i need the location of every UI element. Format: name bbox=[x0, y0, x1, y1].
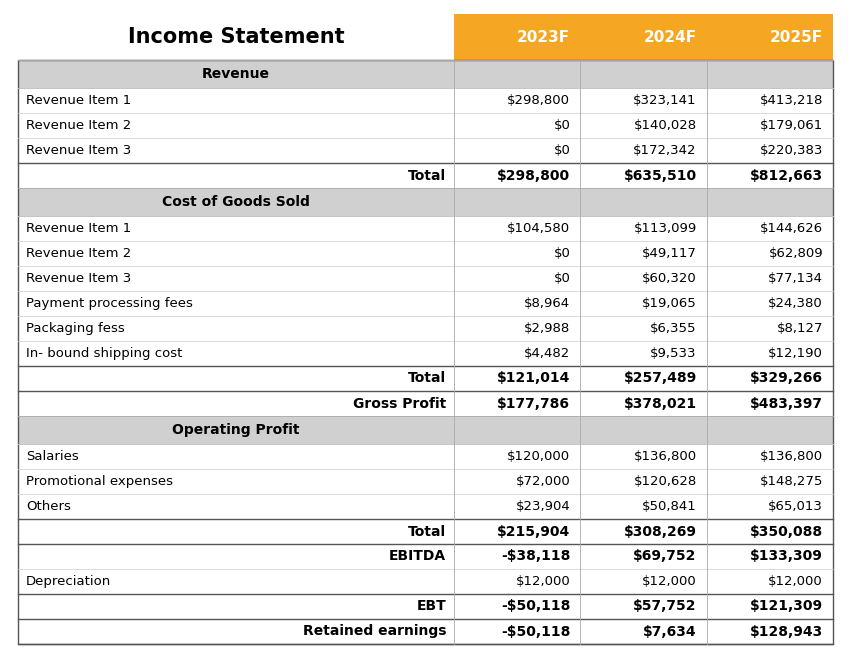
Text: Revenue: Revenue bbox=[202, 67, 270, 81]
Text: $635,510: $635,510 bbox=[624, 169, 697, 183]
Text: Others: Others bbox=[26, 500, 71, 513]
Text: -$38,118: -$38,118 bbox=[501, 550, 570, 564]
Text: $215,904: $215,904 bbox=[497, 525, 570, 539]
Text: $8,964: $8,964 bbox=[524, 297, 570, 310]
Text: $121,014: $121,014 bbox=[497, 371, 570, 386]
Text: Revenue Item 1: Revenue Item 1 bbox=[26, 94, 131, 107]
Bar bbox=[18, 60, 833, 644]
Text: $4,482: $4,482 bbox=[524, 347, 570, 360]
Text: $812,663: $812,663 bbox=[750, 169, 823, 183]
Text: $49,117: $49,117 bbox=[642, 247, 697, 260]
Text: Total: Total bbox=[408, 169, 446, 183]
Text: $50,841: $50,841 bbox=[642, 500, 697, 513]
Text: $2,988: $2,988 bbox=[524, 322, 570, 335]
Text: $257,489: $257,489 bbox=[624, 371, 697, 386]
Text: $0: $0 bbox=[553, 144, 570, 157]
Text: In- bound shipping cost: In- bound shipping cost bbox=[26, 347, 182, 360]
Text: $19,065: $19,065 bbox=[642, 297, 697, 310]
Text: $179,061: $179,061 bbox=[760, 119, 823, 132]
Text: Gross Profit: Gross Profit bbox=[353, 396, 446, 410]
Text: $8,127: $8,127 bbox=[776, 322, 823, 335]
Text: $113,099: $113,099 bbox=[633, 222, 697, 235]
Text: $7,634: $7,634 bbox=[643, 625, 697, 639]
Text: -$50,118: -$50,118 bbox=[501, 625, 570, 639]
Text: $323,141: $323,141 bbox=[633, 94, 697, 107]
Text: $136,800: $136,800 bbox=[633, 450, 697, 463]
Text: $104,580: $104,580 bbox=[507, 222, 570, 235]
Text: Revenue Item 3: Revenue Item 3 bbox=[26, 272, 131, 285]
Text: $350,088: $350,088 bbox=[750, 525, 823, 539]
Text: Revenue Item 1: Revenue Item 1 bbox=[26, 222, 131, 235]
Text: $120,628: $120,628 bbox=[633, 475, 697, 488]
Text: $133,309: $133,309 bbox=[750, 550, 823, 564]
Text: $12,000: $12,000 bbox=[642, 575, 697, 588]
Text: $121,309: $121,309 bbox=[750, 600, 823, 614]
Text: $9,533: $9,533 bbox=[650, 347, 697, 360]
Text: $65,013: $65,013 bbox=[768, 500, 823, 513]
Text: $77,134: $77,134 bbox=[768, 272, 823, 285]
Text: Payment processing fees: Payment processing fees bbox=[26, 297, 193, 310]
Text: $12,190: $12,190 bbox=[768, 347, 823, 360]
Text: $57,752: $57,752 bbox=[633, 600, 697, 614]
Text: Income Statement: Income Statement bbox=[128, 27, 345, 47]
Text: $6,355: $6,355 bbox=[650, 322, 697, 335]
Text: Packaging fess: Packaging fess bbox=[26, 322, 125, 335]
Text: Total: Total bbox=[408, 525, 446, 539]
Bar bbox=[18, 416, 833, 444]
Text: $483,397: $483,397 bbox=[750, 396, 823, 410]
Text: $62,809: $62,809 bbox=[768, 247, 823, 260]
Text: $148,275: $148,275 bbox=[760, 475, 823, 488]
Text: $24,380: $24,380 bbox=[768, 297, 823, 310]
Text: $0: $0 bbox=[553, 247, 570, 260]
Text: Cost of Goods Sold: Cost of Goods Sold bbox=[162, 195, 310, 209]
Text: Revenue Item 2: Revenue Item 2 bbox=[26, 119, 131, 132]
Text: $12,000: $12,000 bbox=[768, 575, 823, 588]
Text: Retained earnings: Retained earnings bbox=[302, 625, 446, 639]
Bar bbox=[18, 60, 833, 88]
Text: $0: $0 bbox=[553, 119, 570, 132]
Text: Depreciation: Depreciation bbox=[26, 575, 111, 588]
Text: $140,028: $140,028 bbox=[633, 119, 697, 132]
Text: $144,626: $144,626 bbox=[760, 222, 823, 235]
Text: -$50,118: -$50,118 bbox=[501, 600, 570, 614]
Bar bbox=[454, 14, 833, 60]
Text: $308,269: $308,269 bbox=[624, 525, 697, 539]
Text: $172,342: $172,342 bbox=[633, 144, 697, 157]
Text: $329,266: $329,266 bbox=[750, 371, 823, 386]
Bar bbox=[18, 188, 833, 216]
Text: EBITDA: EBITDA bbox=[389, 550, 446, 564]
Text: Salaries: Salaries bbox=[26, 450, 79, 463]
Text: $23,904: $23,904 bbox=[516, 500, 570, 513]
Text: $12,000: $12,000 bbox=[516, 575, 570, 588]
Text: $220,383: $220,383 bbox=[760, 144, 823, 157]
Text: Promotional expenses: Promotional expenses bbox=[26, 475, 173, 488]
Text: $69,752: $69,752 bbox=[633, 550, 697, 564]
Text: $136,800: $136,800 bbox=[760, 450, 823, 463]
Text: Total: Total bbox=[408, 371, 446, 386]
Text: $128,943: $128,943 bbox=[750, 625, 823, 639]
Text: 2024F: 2024F bbox=[643, 29, 697, 44]
Text: $120,000: $120,000 bbox=[507, 450, 570, 463]
Text: $60,320: $60,320 bbox=[642, 272, 697, 285]
Text: $298,800: $298,800 bbox=[507, 94, 570, 107]
Text: $378,021: $378,021 bbox=[624, 396, 697, 410]
Text: Operating Profit: Operating Profit bbox=[172, 423, 300, 437]
Text: Revenue Item 2: Revenue Item 2 bbox=[26, 247, 131, 260]
Text: 2023F: 2023F bbox=[517, 29, 570, 44]
Text: $413,218: $413,218 bbox=[760, 94, 823, 107]
Text: $177,786: $177,786 bbox=[497, 396, 570, 410]
Text: $72,000: $72,000 bbox=[516, 475, 570, 488]
Text: 2025F: 2025F bbox=[770, 29, 823, 44]
Text: $0: $0 bbox=[553, 272, 570, 285]
Text: Revenue Item 3: Revenue Item 3 bbox=[26, 144, 131, 157]
Text: $298,800: $298,800 bbox=[497, 169, 570, 183]
Text: EBT: EBT bbox=[416, 600, 446, 614]
